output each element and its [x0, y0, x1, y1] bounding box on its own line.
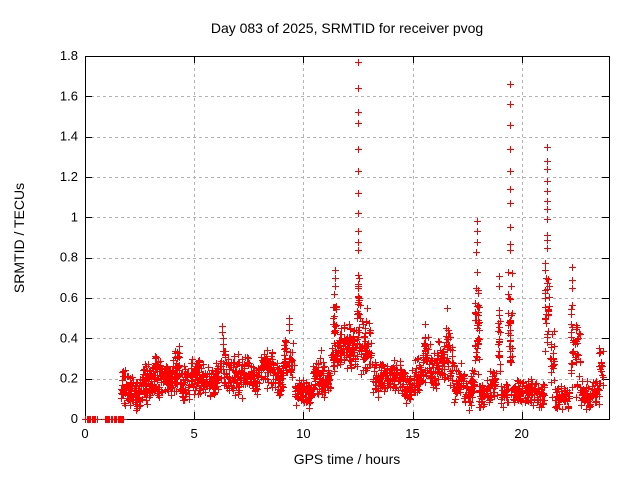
- y-tick-label: 1.2: [60, 169, 78, 184]
- y-tick-label: 1.6: [60, 88, 78, 103]
- y-tick-label: 0.8: [60, 250, 78, 265]
- x-tick-labels: 0 5 10 15 20: [81, 426, 529, 441]
- chart-title: Day 083 of 2025, SRMTID for receiver pvo…: [211, 20, 483, 36]
- y-tick-label: 0: [71, 411, 78, 426]
- plot-border: [85, 56, 610, 420]
- y-tick-label: 0.2: [60, 371, 78, 386]
- y-tick-labels: 0 0.2 0.4 0.6 0.8 1 1.2 1.4 1.6 1.8: [60, 48, 78, 426]
- x-tick-label: 15: [405, 426, 419, 441]
- x-tick-label: 0: [81, 426, 88, 441]
- x-tick-label: 20: [514, 426, 528, 441]
- axis-ticks: [85, 56, 609, 420]
- x-tick-label: 5: [191, 426, 198, 441]
- y-tick-label: 1.8: [60, 48, 78, 63]
- x-axis-label: GPS time / hours: [294, 451, 401, 467]
- y-tick-label: 1.4: [60, 129, 78, 144]
- y-tick-label: 0.4: [60, 330, 78, 345]
- grid-lines: [85, 56, 609, 419]
- srmtid-data-points: [82, 59, 607, 423]
- x-tick-label: 10: [296, 426, 310, 441]
- y-tick-label: 0.6: [60, 290, 78, 305]
- y-tick-label: 1: [71, 209, 78, 224]
- y-axis-label: SRMTID / TECUs: [11, 183, 27, 293]
